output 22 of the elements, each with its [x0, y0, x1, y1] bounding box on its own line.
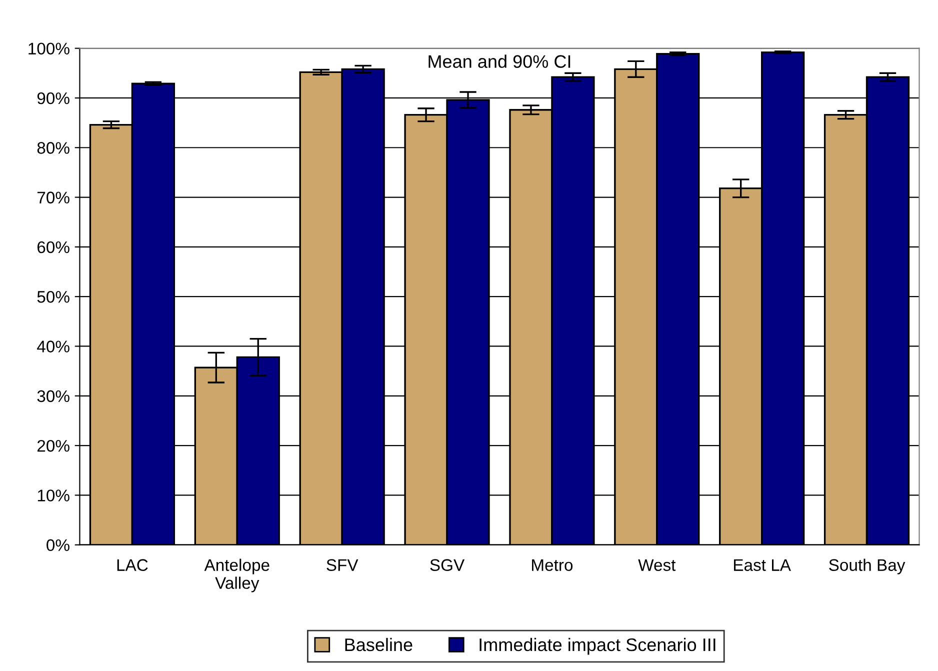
- y-tick-label: 80%: [37, 142, 70, 154]
- y-tick-label: 70%: [38, 192, 70, 204]
- y-tick-label: 60%: [37, 241, 70, 254]
- y-tick-label: 10%: [38, 490, 70, 502]
- x-tick-label: West: [638, 559, 676, 571]
- x-tick-label: SFV: [326, 559, 358, 571]
- legend-label: Baseline: [345, 638, 412, 652]
- x-tick-label: Antelope Valley: [204, 558, 270, 592]
- x-tick-label: Metro: [532, 559, 573, 571]
- y-tick-label: 40%: [37, 340, 70, 352]
- y-tick-label: 30%: [37, 390, 70, 402]
- x-tick-label: SGV: [430, 559, 465, 571]
- y-tick-label: 100%: [28, 42, 70, 55]
- x-tick-label: South Bay: [829, 558, 906, 574]
- y-tick-label: 50%: [37, 290, 70, 303]
- x-tick-label: LAC: [117, 559, 148, 571]
- y-tick-label: 90%: [37, 92, 70, 104]
- y-tick-label: 0%: [46, 539, 70, 552]
- y-tick-label: 20%: [37, 440, 70, 452]
- x-tick-label: East LA: [734, 559, 791, 571]
- chart-title: Mean and 90% CI: [428, 54, 570, 68]
- legend-label: Immediate impact Scenario III: [480, 638, 716, 655]
